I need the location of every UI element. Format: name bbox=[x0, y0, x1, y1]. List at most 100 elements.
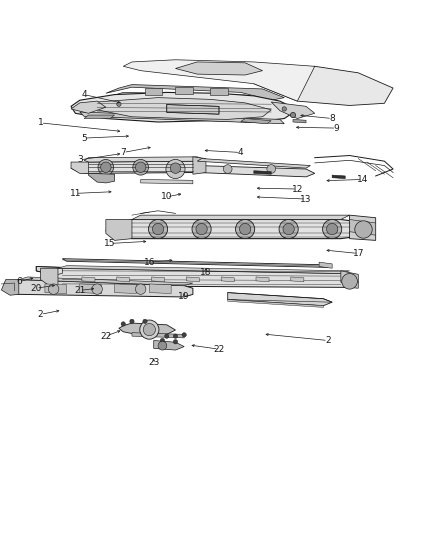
Circle shape bbox=[342, 273, 357, 289]
Text: 4: 4 bbox=[238, 148, 244, 157]
Circle shape bbox=[279, 220, 298, 239]
Polygon shape bbox=[82, 277, 95, 282]
Circle shape bbox=[267, 165, 276, 173]
Circle shape bbox=[143, 319, 147, 324]
Text: 19: 19 bbox=[178, 293, 190, 302]
Polygon shape bbox=[176, 87, 193, 94]
Polygon shape bbox=[6, 279, 193, 297]
Polygon shape bbox=[141, 180, 193, 184]
Polygon shape bbox=[350, 215, 376, 240]
Circle shape bbox=[168, 160, 184, 176]
Text: 9: 9 bbox=[334, 124, 339, 133]
Text: 5: 5 bbox=[81, 134, 87, 143]
Polygon shape bbox=[117, 277, 130, 282]
Text: 21: 21 bbox=[74, 286, 85, 295]
Circle shape bbox=[173, 334, 178, 338]
Circle shape bbox=[196, 223, 207, 235]
Polygon shape bbox=[1, 279, 19, 295]
Polygon shape bbox=[123, 60, 315, 101]
Text: 17: 17 bbox=[353, 249, 364, 258]
Circle shape bbox=[160, 338, 165, 343]
Text: 2: 2 bbox=[325, 336, 331, 345]
Polygon shape bbox=[71, 161, 206, 173]
Circle shape bbox=[182, 333, 186, 337]
Polygon shape bbox=[221, 277, 234, 282]
Polygon shape bbox=[167, 104, 219, 114]
Circle shape bbox=[223, 165, 232, 173]
Polygon shape bbox=[41, 268, 58, 286]
Circle shape bbox=[98, 159, 114, 175]
Circle shape bbox=[236, 220, 254, 239]
Polygon shape bbox=[293, 119, 306, 123]
Polygon shape bbox=[106, 85, 284, 100]
Text: 1: 1 bbox=[38, 118, 43, 127]
Text: 11: 11 bbox=[70, 189, 81, 198]
Text: 20: 20 bbox=[31, 284, 42, 293]
Text: 6: 6 bbox=[16, 277, 21, 286]
Text: 7: 7 bbox=[120, 148, 126, 157]
Circle shape bbox=[117, 102, 121, 107]
Text: 15: 15 bbox=[104, 239, 116, 248]
Circle shape bbox=[166, 159, 185, 179]
Polygon shape bbox=[106, 220, 132, 240]
Circle shape bbox=[121, 322, 125, 326]
Text: 10: 10 bbox=[161, 192, 173, 201]
Circle shape bbox=[355, 221, 372, 238]
Polygon shape bbox=[106, 220, 376, 239]
Polygon shape bbox=[71, 162, 88, 173]
Circle shape bbox=[158, 341, 167, 350]
Circle shape bbox=[152, 223, 164, 235]
Polygon shape bbox=[241, 118, 271, 124]
Text: 12: 12 bbox=[292, 184, 303, 193]
Polygon shape bbox=[84, 115, 115, 118]
Polygon shape bbox=[88, 173, 115, 183]
Text: 22: 22 bbox=[213, 345, 225, 354]
Polygon shape bbox=[254, 66, 393, 106]
Polygon shape bbox=[176, 62, 262, 75]
Polygon shape bbox=[97, 98, 271, 119]
Text: 14: 14 bbox=[357, 175, 368, 184]
Polygon shape bbox=[154, 341, 184, 350]
Polygon shape bbox=[71, 101, 106, 114]
Circle shape bbox=[165, 334, 169, 338]
Text: 8: 8 bbox=[329, 114, 335, 123]
Polygon shape bbox=[319, 262, 332, 268]
Circle shape bbox=[101, 162, 111, 173]
Circle shape bbox=[170, 163, 181, 173]
Text: 13: 13 bbox=[300, 195, 312, 204]
Polygon shape bbox=[152, 277, 165, 282]
Polygon shape bbox=[332, 175, 345, 179]
Polygon shape bbox=[71, 92, 297, 122]
Polygon shape bbox=[186, 277, 199, 282]
Circle shape bbox=[322, 220, 342, 239]
Polygon shape bbox=[84, 157, 201, 162]
Polygon shape bbox=[19, 277, 193, 286]
Circle shape bbox=[133, 159, 148, 175]
Polygon shape bbox=[145, 88, 162, 94]
Polygon shape bbox=[132, 333, 184, 338]
Text: 18: 18 bbox=[200, 268, 212, 277]
Circle shape bbox=[326, 223, 338, 235]
Polygon shape bbox=[36, 266, 62, 275]
Circle shape bbox=[143, 324, 155, 336]
Polygon shape bbox=[119, 323, 176, 334]
Polygon shape bbox=[132, 215, 350, 220]
Text: 3: 3 bbox=[77, 156, 83, 164]
Polygon shape bbox=[193, 157, 206, 174]
Circle shape bbox=[92, 284, 102, 294]
Polygon shape bbox=[80, 284, 102, 294]
Polygon shape bbox=[228, 293, 332, 305]
Circle shape bbox=[130, 319, 134, 324]
Polygon shape bbox=[341, 271, 358, 288]
Circle shape bbox=[282, 107, 286, 111]
Polygon shape bbox=[80, 112, 284, 124]
Text: 2: 2 bbox=[38, 310, 43, 319]
Polygon shape bbox=[41, 268, 358, 287]
Polygon shape bbox=[291, 277, 304, 282]
Polygon shape bbox=[350, 220, 376, 235]
Polygon shape bbox=[62, 259, 328, 268]
Circle shape bbox=[48, 284, 59, 294]
Circle shape bbox=[148, 220, 168, 239]
Circle shape bbox=[290, 112, 296, 118]
Polygon shape bbox=[254, 171, 271, 174]
